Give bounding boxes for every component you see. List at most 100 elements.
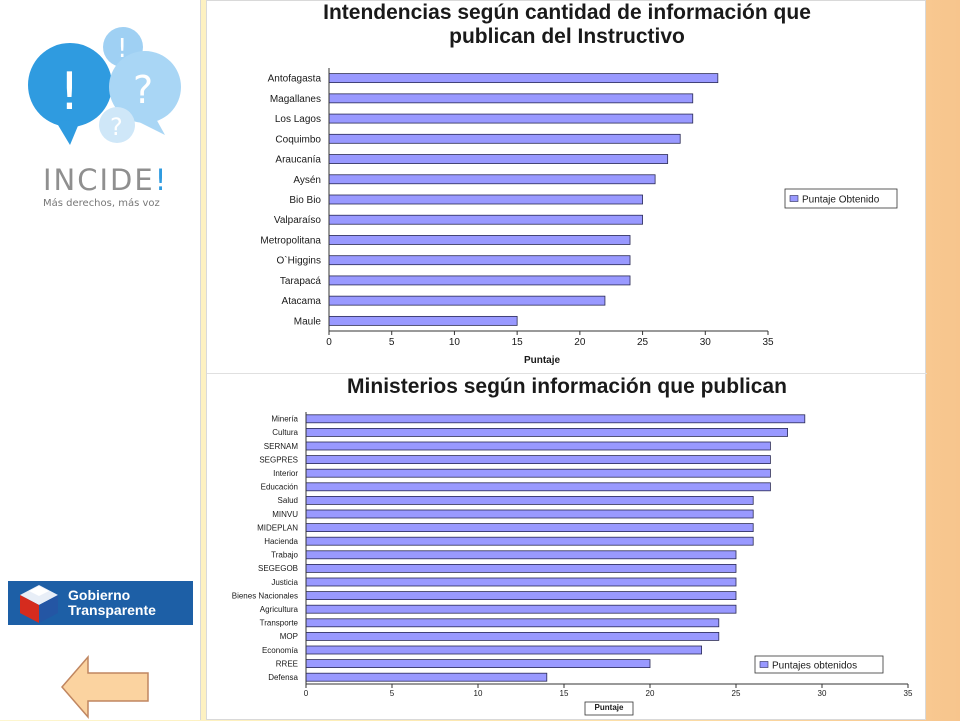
bar	[328, 214, 643, 225]
bar	[305, 550, 737, 560]
category-label: Salud	[278, 496, 298, 505]
bar	[305, 645, 703, 655]
category-label: O`Higgins	[277, 255, 321, 267]
category-label: MIDEPLAN	[257, 523, 298, 532]
legend-box	[754, 655, 884, 674]
legend-label: Puntajes obtenidos	[772, 661, 857, 672]
chart-title: Ministerios según información que public…	[347, 375, 787, 398]
incide-logo: ! ! ? ? INCIDE! Más derechos, más voz	[25, 25, 185, 215]
x-tick-label: 25	[637, 337, 649, 348]
bar	[328, 235, 631, 245]
bar	[328, 93, 694, 104]
x-axis-title: Puntaje	[524, 355, 561, 366]
charts-area: Intendencias según cantidad de informaci…	[206, 0, 927, 721]
bar	[305, 672, 548, 682]
x-tick-label: 0	[326, 337, 332, 348]
bar	[305, 482, 771, 492]
bar	[305, 414, 806, 424]
category-label: Hacienda	[264, 537, 298, 546]
x-tick-label: 25	[732, 689, 741, 698]
x-tick-label: 35	[762, 337, 774, 348]
x-tick-label: 10	[474, 689, 483, 698]
x-tick-label: 35	[904, 689, 913, 698]
category-label: Bio Bio	[289, 195, 321, 206]
chile-flag-cube-icon	[20, 585, 58, 623]
category-label: Interior	[273, 469, 298, 478]
bar	[328, 113, 694, 124]
category-label: Maule	[294, 316, 322, 327]
bar	[328, 174, 656, 185]
x-tick-label: 5	[390, 689, 395, 698]
bar	[328, 275, 631, 286]
incide-wordmark: INCIDE!	[43, 163, 169, 197]
bar	[305, 591, 737, 601]
bar	[305, 455, 771, 464]
x-tick-label: 20	[646, 689, 655, 698]
category-label: Defensa	[268, 673, 298, 682]
category-label: Justicia	[271, 578, 298, 587]
bar	[305, 428, 789, 437]
intendencias-chart-panel: Intendencias según cantidad de informaci…	[207, 1, 927, 374]
legend-label: Puntaje Obtenido	[802, 195, 880, 206]
category-label: Coquimbo	[275, 134, 321, 145]
bar	[305, 536, 754, 546]
x-tick-label: 10	[449, 337, 461, 348]
bar	[305, 496, 754, 505]
ministerios-chart-panel: Ministerios según información que public…	[207, 373, 927, 721]
bar	[305, 631, 720, 641]
category-label: Minería	[271, 415, 298, 424]
bar	[305, 509, 754, 519]
x-tick-label: 30	[700, 337, 712, 348]
bar	[305, 468, 771, 478]
bar	[328, 255, 631, 266]
bar	[305, 618, 720, 628]
category-label: Educación	[261, 483, 298, 492]
gobierno-transparente-logo[interactable]: Gobierno Transparente	[8, 581, 193, 625]
bar	[305, 659, 651, 669]
legend-swatch	[789, 195, 799, 202]
svg-text:!: !	[117, 34, 127, 64]
category-label: Agricultura	[260, 605, 299, 614]
category-label: Tarapacá	[280, 276, 322, 287]
category-label: RREE	[276, 659, 298, 668]
bar	[328, 315, 518, 326]
category-label: Valparaíso	[274, 215, 322, 226]
category-label: Economía	[262, 646, 299, 655]
category-label: SERNAM	[264, 442, 299, 451]
incide-tagline: Más derechos, más voz	[43, 198, 160, 209]
category-label: SEGEGOB	[258, 564, 298, 573]
category-label: Cultura	[272, 428, 298, 437]
bar	[305, 523, 754, 533]
category-label: Magallanes	[270, 94, 321, 105]
bar	[328, 73, 719, 84]
sidebar: ! ! ? ? INCIDE! Más derechos, más voz Go…	[0, 0, 201, 720]
bar	[305, 604, 737, 614]
svg-text:!: !	[59, 62, 80, 122]
category-label: Atacama	[282, 296, 322, 307]
x-tick-label: 30	[818, 689, 827, 698]
svg-text:?: ?	[110, 113, 123, 141]
x-tick-label: 5	[389, 337, 395, 348]
left-arrow-icon[interactable]	[60, 655, 152, 719]
legend-box	[784, 188, 898, 209]
bar	[328, 194, 643, 205]
x-tick-label: 20	[574, 337, 586, 348]
bar	[305, 441, 771, 451]
bar	[305, 577, 737, 587]
speech-bubbles-icon: ! ! ? ?	[28, 27, 181, 145]
category-label: MOP	[280, 632, 298, 641]
ministerios-bar-chart: Minería Cultura SERNAM SEGPRES Interior Educa…	[232, 412, 913, 716]
category-label: Bienes Nacionales	[232, 591, 298, 600]
category-label: Araucanía	[275, 155, 321, 166]
category-label: Los Lagos	[275, 114, 321, 125]
category-label: Trabajo	[271, 551, 298, 560]
category-label: Transporte	[260, 619, 299, 628]
category-label: SEGPRES	[259, 455, 298, 464]
svg-text:?: ?	[133, 68, 153, 112]
bar	[305, 563, 737, 573]
chart-title: Intendencias según cantidad de informaci…	[323, 1, 811, 48]
legend-swatch	[759, 661, 769, 668]
category-label: Antofagasta	[268, 74, 322, 85]
x-tick-label: 0	[304, 689, 309, 698]
category-label: Metropolitana	[260, 235, 321, 246]
